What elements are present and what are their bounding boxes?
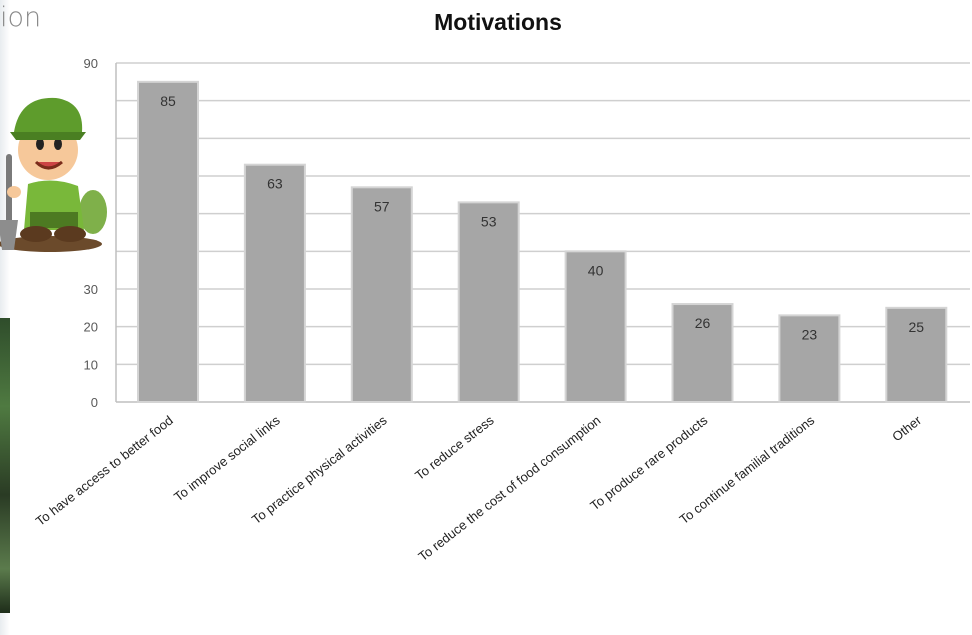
category-label: To improve social links <box>171 412 283 504</box>
bar <box>564 250 627 403</box>
data-label: 63 <box>267 176 283 192</box>
slide-title-fragment: ion <box>0 2 42 33</box>
gardener-mascot-icon <box>0 97 107 252</box>
data-label: 40 <box>588 262 604 278</box>
bar <box>243 163 306 403</box>
data-label: 85 <box>160 93 176 109</box>
garden-photo-strip <box>0 318 10 613</box>
bar <box>457 201 520 403</box>
bar <box>137 80 199 403</box>
category-label: To reduce stress <box>412 412 497 483</box>
data-label: 57 <box>374 198 390 214</box>
bar <box>350 186 413 403</box>
y-tick-label: 30 <box>84 282 98 297</box>
data-label: 26 <box>695 315 711 331</box>
category-label: To reduce the cost of food consumption <box>415 413 603 565</box>
y-axis-ticks: 0 10 20 30 90 <box>84 56 98 410</box>
data-labels: 85 63 57 53 40 26 23 25 <box>160 93 924 343</box>
chart-title: Motivations <box>434 9 562 35</box>
bar <box>671 303 734 404</box>
y-tick-label: 20 <box>84 320 98 335</box>
y-tick-label: 0 <box>91 395 98 410</box>
category-label: To have access to better food <box>33 413 176 529</box>
category-label: Other <box>889 412 924 444</box>
bars <box>137 80 948 404</box>
bar <box>778 314 841 403</box>
data-label: 53 <box>481 213 497 229</box>
bar <box>885 306 948 404</box>
category-label: To produce rare products <box>587 412 711 513</box>
y-tick-label: 10 <box>84 357 98 372</box>
slide-left-edge <box>0 0 10 635</box>
data-label: 23 <box>802 326 818 342</box>
data-label: 25 <box>909 319 925 335</box>
y-tick-label: 90 <box>84 56 98 71</box>
